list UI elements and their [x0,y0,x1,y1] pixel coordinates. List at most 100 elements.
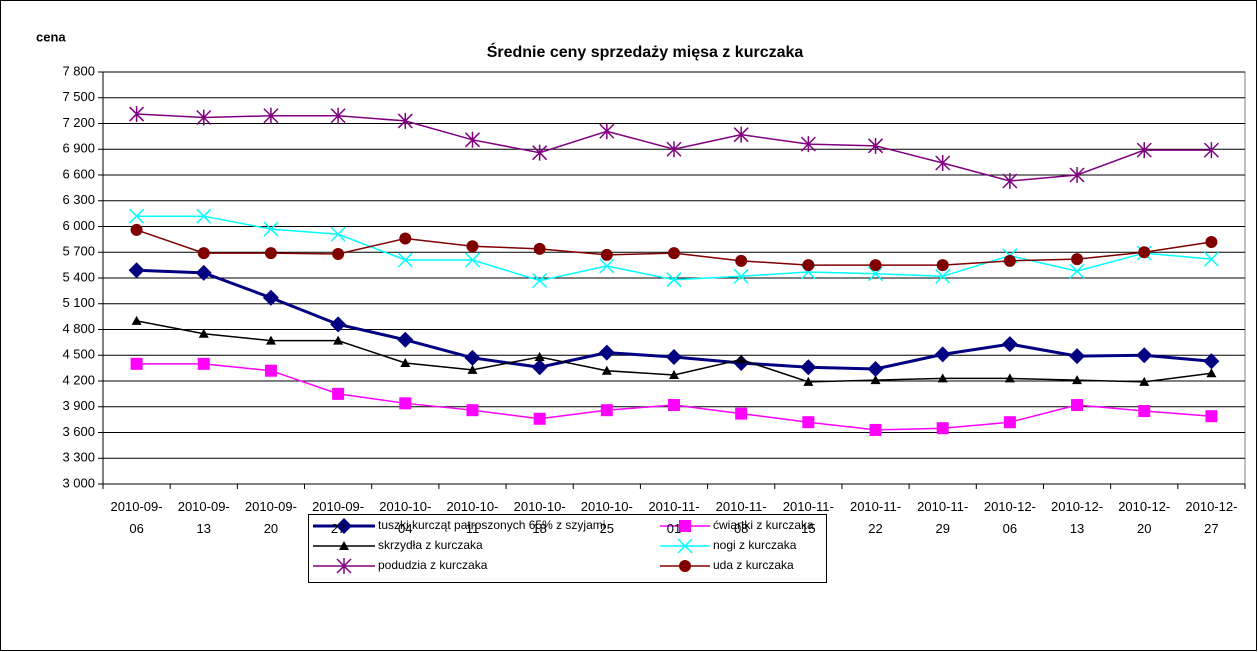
marker [1203,251,1219,267]
x-tick-label: 2010-10-11 [446,499,499,536]
legend-label: nogi z kurczaka [713,538,797,552]
marker [533,242,546,255]
marker [1002,173,1018,190]
marker [802,259,815,272]
marker [130,357,143,370]
marker [869,259,882,272]
marker [533,412,546,425]
x-tick-label: 2010-09-06 [110,499,163,536]
marker [601,365,612,375]
marker [870,375,881,385]
series [130,357,1218,436]
x-tick-label: 2010-10-18 [513,499,566,536]
x-tick-label: 2010-12-06 [983,499,1036,536]
marker [131,315,142,325]
marker [532,144,548,161]
marker [803,376,814,386]
y-tick-label: 5 400 [62,269,95,284]
marker [800,136,816,153]
x-tick-label: 2010-11-22 [849,499,902,536]
marker [467,364,478,374]
marker [1203,353,1220,370]
marker [600,248,613,261]
marker [867,266,884,282]
marker [1205,410,1218,423]
y-axis-label: cena [36,29,66,44]
marker [129,208,145,224]
marker [399,232,412,245]
marker [1069,263,1085,279]
marker [198,328,209,338]
marker [936,259,949,272]
marker [196,109,212,126]
y-tick-label: 4 500 [62,347,95,362]
marker [534,351,545,361]
marker [1072,375,1083,385]
x-tick-label: 2010-09-13 [177,499,230,536]
marker [669,369,679,379]
marker [1003,416,1016,429]
marker [196,208,212,224]
marker [679,520,691,532]
marker [1069,167,1085,183]
series [131,315,1217,386]
marker [397,252,413,268]
x-tick-label: 2010-12-20 [1118,499,1171,536]
series [129,106,1219,190]
marker [464,131,481,148]
marker [1136,142,1152,159]
x-tick-label: 2010-09-27 [312,499,365,536]
marker [464,252,481,268]
marker [936,422,949,435]
legend-label: skrzydła z kurczaka [378,538,483,552]
legend-label: uda z kurczaka [713,558,794,572]
legend-label: podudzia z kurczaka [378,558,488,572]
marker [867,360,884,377]
marker [1003,254,1016,267]
marker [800,359,817,376]
y-tick-label: 5 100 [62,295,95,310]
legend-label: tuszki kurcząt patroszonych 65% z szyjam… [378,518,605,532]
marker [339,541,349,550]
marker [400,357,411,367]
marker [1206,368,1217,378]
marker [735,407,748,420]
marker [195,264,212,281]
marker [867,137,884,154]
marker [262,289,279,306]
marker [129,106,145,123]
marker [197,357,210,370]
marker [336,558,352,574]
marker [332,387,345,400]
marker [802,416,815,429]
marker [935,268,951,284]
y-tick-label: 7 500 [62,89,95,104]
marker [1203,142,1219,159]
marker [336,518,352,534]
y-tick-label: 6 600 [62,166,95,181]
series [130,223,1218,272]
marker [736,354,747,364]
marker [733,268,749,284]
marker [466,404,479,417]
marker [263,221,279,237]
y-tick-label: 6 900 [62,141,95,156]
x-tick-label: 2010-09-20 [244,499,297,536]
marker [397,331,414,348]
marker [598,344,615,361]
marker [264,364,277,377]
marker [600,404,613,417]
marker [399,397,412,410]
marker [130,223,143,236]
marker [531,359,548,376]
marker [263,107,279,124]
marker [197,247,210,260]
x-tick-label: 2010-11-08 [715,499,767,536]
x-tick-label: 2010-10-04 [379,499,432,536]
marker [733,126,749,143]
marker [668,247,680,260]
marker [330,107,346,124]
marker [330,316,347,333]
marker [1071,253,1084,266]
